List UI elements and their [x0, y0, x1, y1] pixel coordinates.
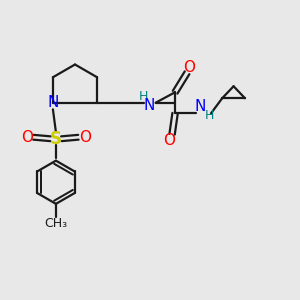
Text: O: O: [21, 130, 33, 145]
Text: O: O: [79, 130, 91, 145]
Text: N: N: [144, 98, 155, 113]
Text: S: S: [50, 130, 62, 148]
Text: N: N: [47, 95, 58, 110]
Text: O: O: [163, 133, 175, 148]
Text: CH₃: CH₃: [44, 217, 68, 230]
Text: H: H: [139, 90, 148, 103]
Text: O: O: [184, 60, 196, 75]
Text: H: H: [205, 109, 214, 122]
Text: N: N: [195, 99, 206, 114]
